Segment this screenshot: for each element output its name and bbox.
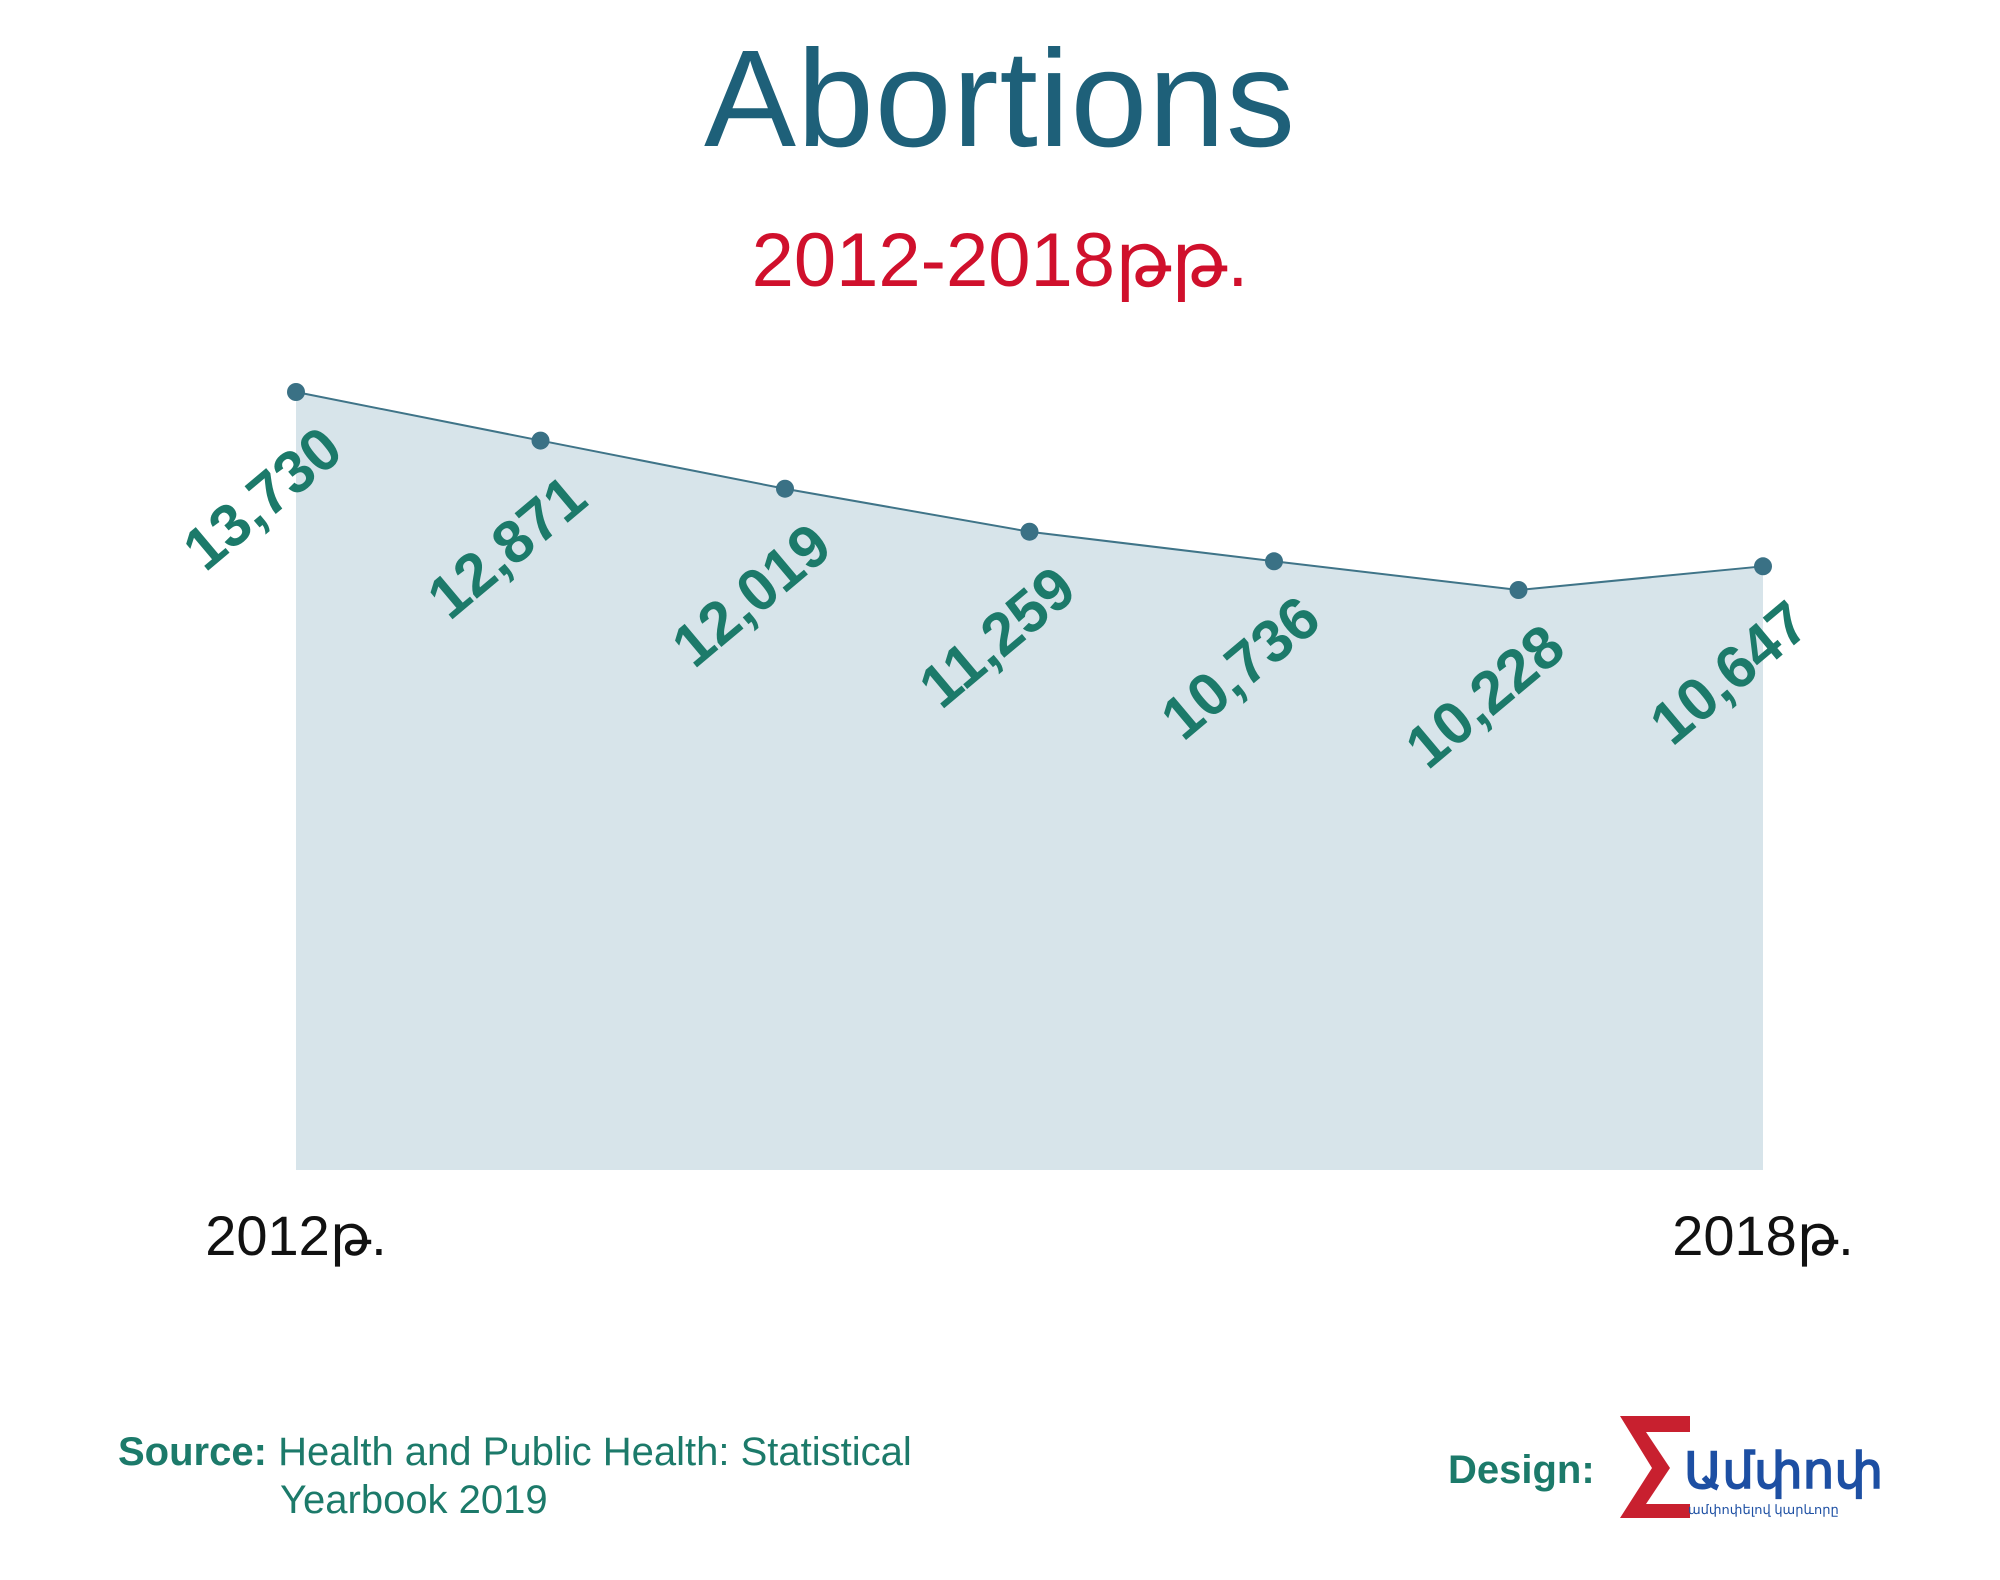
area-chart: 13,730 12,871 12,019 11,259 10,736 10,228 10,6… (170, 383, 1854, 1267)
logo-tagline: ամփոփելով կարևորը (1688, 1502, 1839, 1517)
chart-subtitle: 2012-2018թթ. (751, 218, 1249, 303)
amfop-logo: Ամփոփ ամփոփելով կարևորը (1620, 1416, 1883, 1518)
area-fill (296, 392, 1763, 1170)
data-point (287, 383, 305, 401)
data-point (1265, 552, 1283, 571)
sigma-logo-icon (1620, 1416, 1690, 1518)
data-point (1509, 581, 1528, 599)
x-tick-label: 2018թ. (1672, 1204, 1853, 1267)
data-point (776, 479, 794, 498)
design-label: Design: (1448, 1448, 1595, 1492)
source-text-line2: Yearbook 2019 (280, 1478, 548, 1522)
data-point (1754, 557, 1772, 576)
data-point (531, 431, 550, 450)
source-label: Source: (118, 1430, 267, 1474)
data-point (1020, 522, 1039, 541)
x-tick-label: 2012թ. (205, 1204, 386, 1267)
logo-name: Ամփոփ (1684, 1443, 1883, 1500)
source-text-line1: Health and Public Health: Statistical (278, 1430, 912, 1474)
source-note: Source: Health and Public Health: Statis… (118, 1428, 912, 1524)
chart-title: Abortions (704, 22, 1296, 176)
